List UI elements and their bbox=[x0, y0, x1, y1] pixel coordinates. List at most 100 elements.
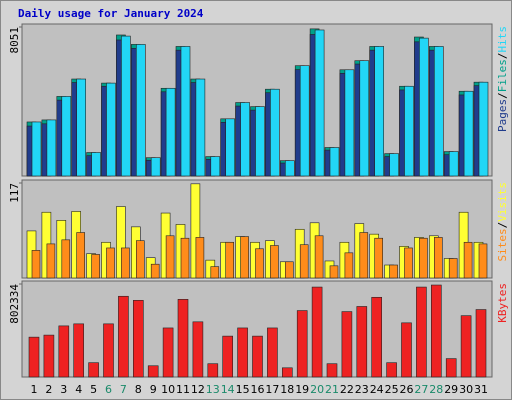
bar bbox=[252, 335, 263, 378]
x-tick-label: 17 bbox=[265, 383, 279, 396]
bar bbox=[419, 237, 428, 279]
x-tick-label: 27 bbox=[414, 383, 428, 396]
legend-separator: / bbox=[496, 222, 509, 229]
bar bbox=[195, 237, 205, 279]
bar bbox=[463, 90, 474, 177]
x-tick-label: 22 bbox=[340, 383, 354, 396]
x-tick-label: 6 bbox=[105, 383, 112, 396]
bar bbox=[150, 263, 160, 279]
bar bbox=[389, 153, 399, 177]
x-tick-label: 24 bbox=[370, 383, 384, 396]
bar bbox=[311, 286, 323, 378]
bar bbox=[136, 44, 146, 177]
x-tick-label: 5 bbox=[90, 383, 97, 396]
bar bbox=[359, 60, 370, 177]
bar bbox=[281, 367, 293, 378]
bar bbox=[58, 325, 70, 378]
bar bbox=[299, 244, 309, 279]
x-tick-label: 4 bbox=[75, 383, 82, 396]
legend-entry: Pages bbox=[496, 99, 509, 132]
bar bbox=[430, 284, 442, 378]
bar bbox=[299, 65, 310, 177]
bar bbox=[121, 35, 131, 177]
bar bbox=[46, 119, 57, 177]
chart-title: Daily usage for January 2024 bbox=[18, 7, 204, 20]
bar bbox=[386, 362, 397, 378]
bar bbox=[314, 29, 325, 177]
bar bbox=[195, 78, 206, 177]
bar bbox=[116, 206, 126, 279]
bar bbox=[460, 315, 472, 378]
bar bbox=[165, 235, 175, 279]
x-tick-label: 12 bbox=[191, 383, 205, 396]
bar bbox=[177, 299, 189, 378]
x-tick-label: 15 bbox=[236, 383, 250, 396]
bar bbox=[270, 245, 279, 279]
x-tick-label: 19 bbox=[295, 383, 309, 396]
bar bbox=[401, 322, 412, 378]
bar bbox=[270, 88, 280, 177]
bar bbox=[314, 235, 324, 279]
x-tick-label: 2 bbox=[45, 383, 52, 396]
x-tick-label: 21 bbox=[325, 383, 339, 396]
legend: Sites/Visits bbox=[496, 182, 509, 262]
bar bbox=[433, 46, 444, 177]
bar bbox=[356, 306, 368, 378]
bar bbox=[329, 147, 340, 177]
bar bbox=[344, 69, 355, 177]
bar bbox=[210, 156, 221, 177]
legend-entry: Visits bbox=[496, 182, 509, 222]
bar bbox=[180, 237, 190, 279]
x-tick-label: 8 bbox=[135, 383, 142, 396]
x-tick-label: 29 bbox=[444, 383, 458, 396]
bar bbox=[88, 362, 99, 378]
legend-entry: Files bbox=[496, 59, 509, 92]
x-tick-label: 7 bbox=[120, 383, 127, 396]
bar bbox=[162, 327, 174, 378]
bar bbox=[28, 336, 40, 378]
bar bbox=[341, 311, 353, 378]
legend-entry: KBytes bbox=[496, 283, 509, 323]
bar bbox=[240, 236, 249, 279]
legend-entry: Hits bbox=[496, 26, 509, 53]
bar bbox=[284, 261, 294, 279]
bar bbox=[475, 309, 487, 378]
y-tick-label: 802334 bbox=[8, 284, 21, 324]
x-tick-label: 13 bbox=[206, 383, 220, 396]
x-tick-label: 9 bbox=[150, 383, 157, 396]
bar bbox=[329, 265, 339, 279]
bar bbox=[359, 232, 369, 279]
bar bbox=[103, 323, 114, 378]
bar bbox=[237, 327, 248, 378]
legend: KBytes bbox=[496, 283, 509, 323]
bar bbox=[478, 81, 489, 177]
legend-separator: / bbox=[496, 92, 509, 99]
x-tick-label: 3 bbox=[60, 383, 67, 396]
bar bbox=[43, 334, 55, 378]
bar bbox=[207, 363, 219, 378]
bar bbox=[106, 82, 116, 177]
legend-entry: Sites bbox=[496, 228, 509, 261]
x-tick-label: 30 bbox=[459, 383, 473, 396]
bar bbox=[76, 232, 85, 279]
bar bbox=[374, 46, 385, 177]
bar bbox=[284, 160, 295, 177]
x-tick-label: 20 bbox=[310, 383, 324, 396]
bar bbox=[240, 102, 250, 177]
bar bbox=[448, 151, 459, 177]
bar bbox=[91, 254, 100, 279]
bar bbox=[46, 243, 56, 279]
bar bbox=[121, 247, 130, 279]
bar bbox=[404, 247, 413, 279]
bar bbox=[326, 363, 338, 378]
bar bbox=[225, 241, 234, 279]
bar bbox=[296, 310, 308, 378]
x-tick-label: 28 bbox=[429, 383, 443, 396]
x-tick-label: 10 bbox=[161, 383, 175, 396]
x-tick-label: 16 bbox=[251, 383, 265, 396]
bar bbox=[478, 243, 488, 279]
bar bbox=[255, 248, 264, 279]
y-tick-label: 117 bbox=[8, 183, 21, 203]
